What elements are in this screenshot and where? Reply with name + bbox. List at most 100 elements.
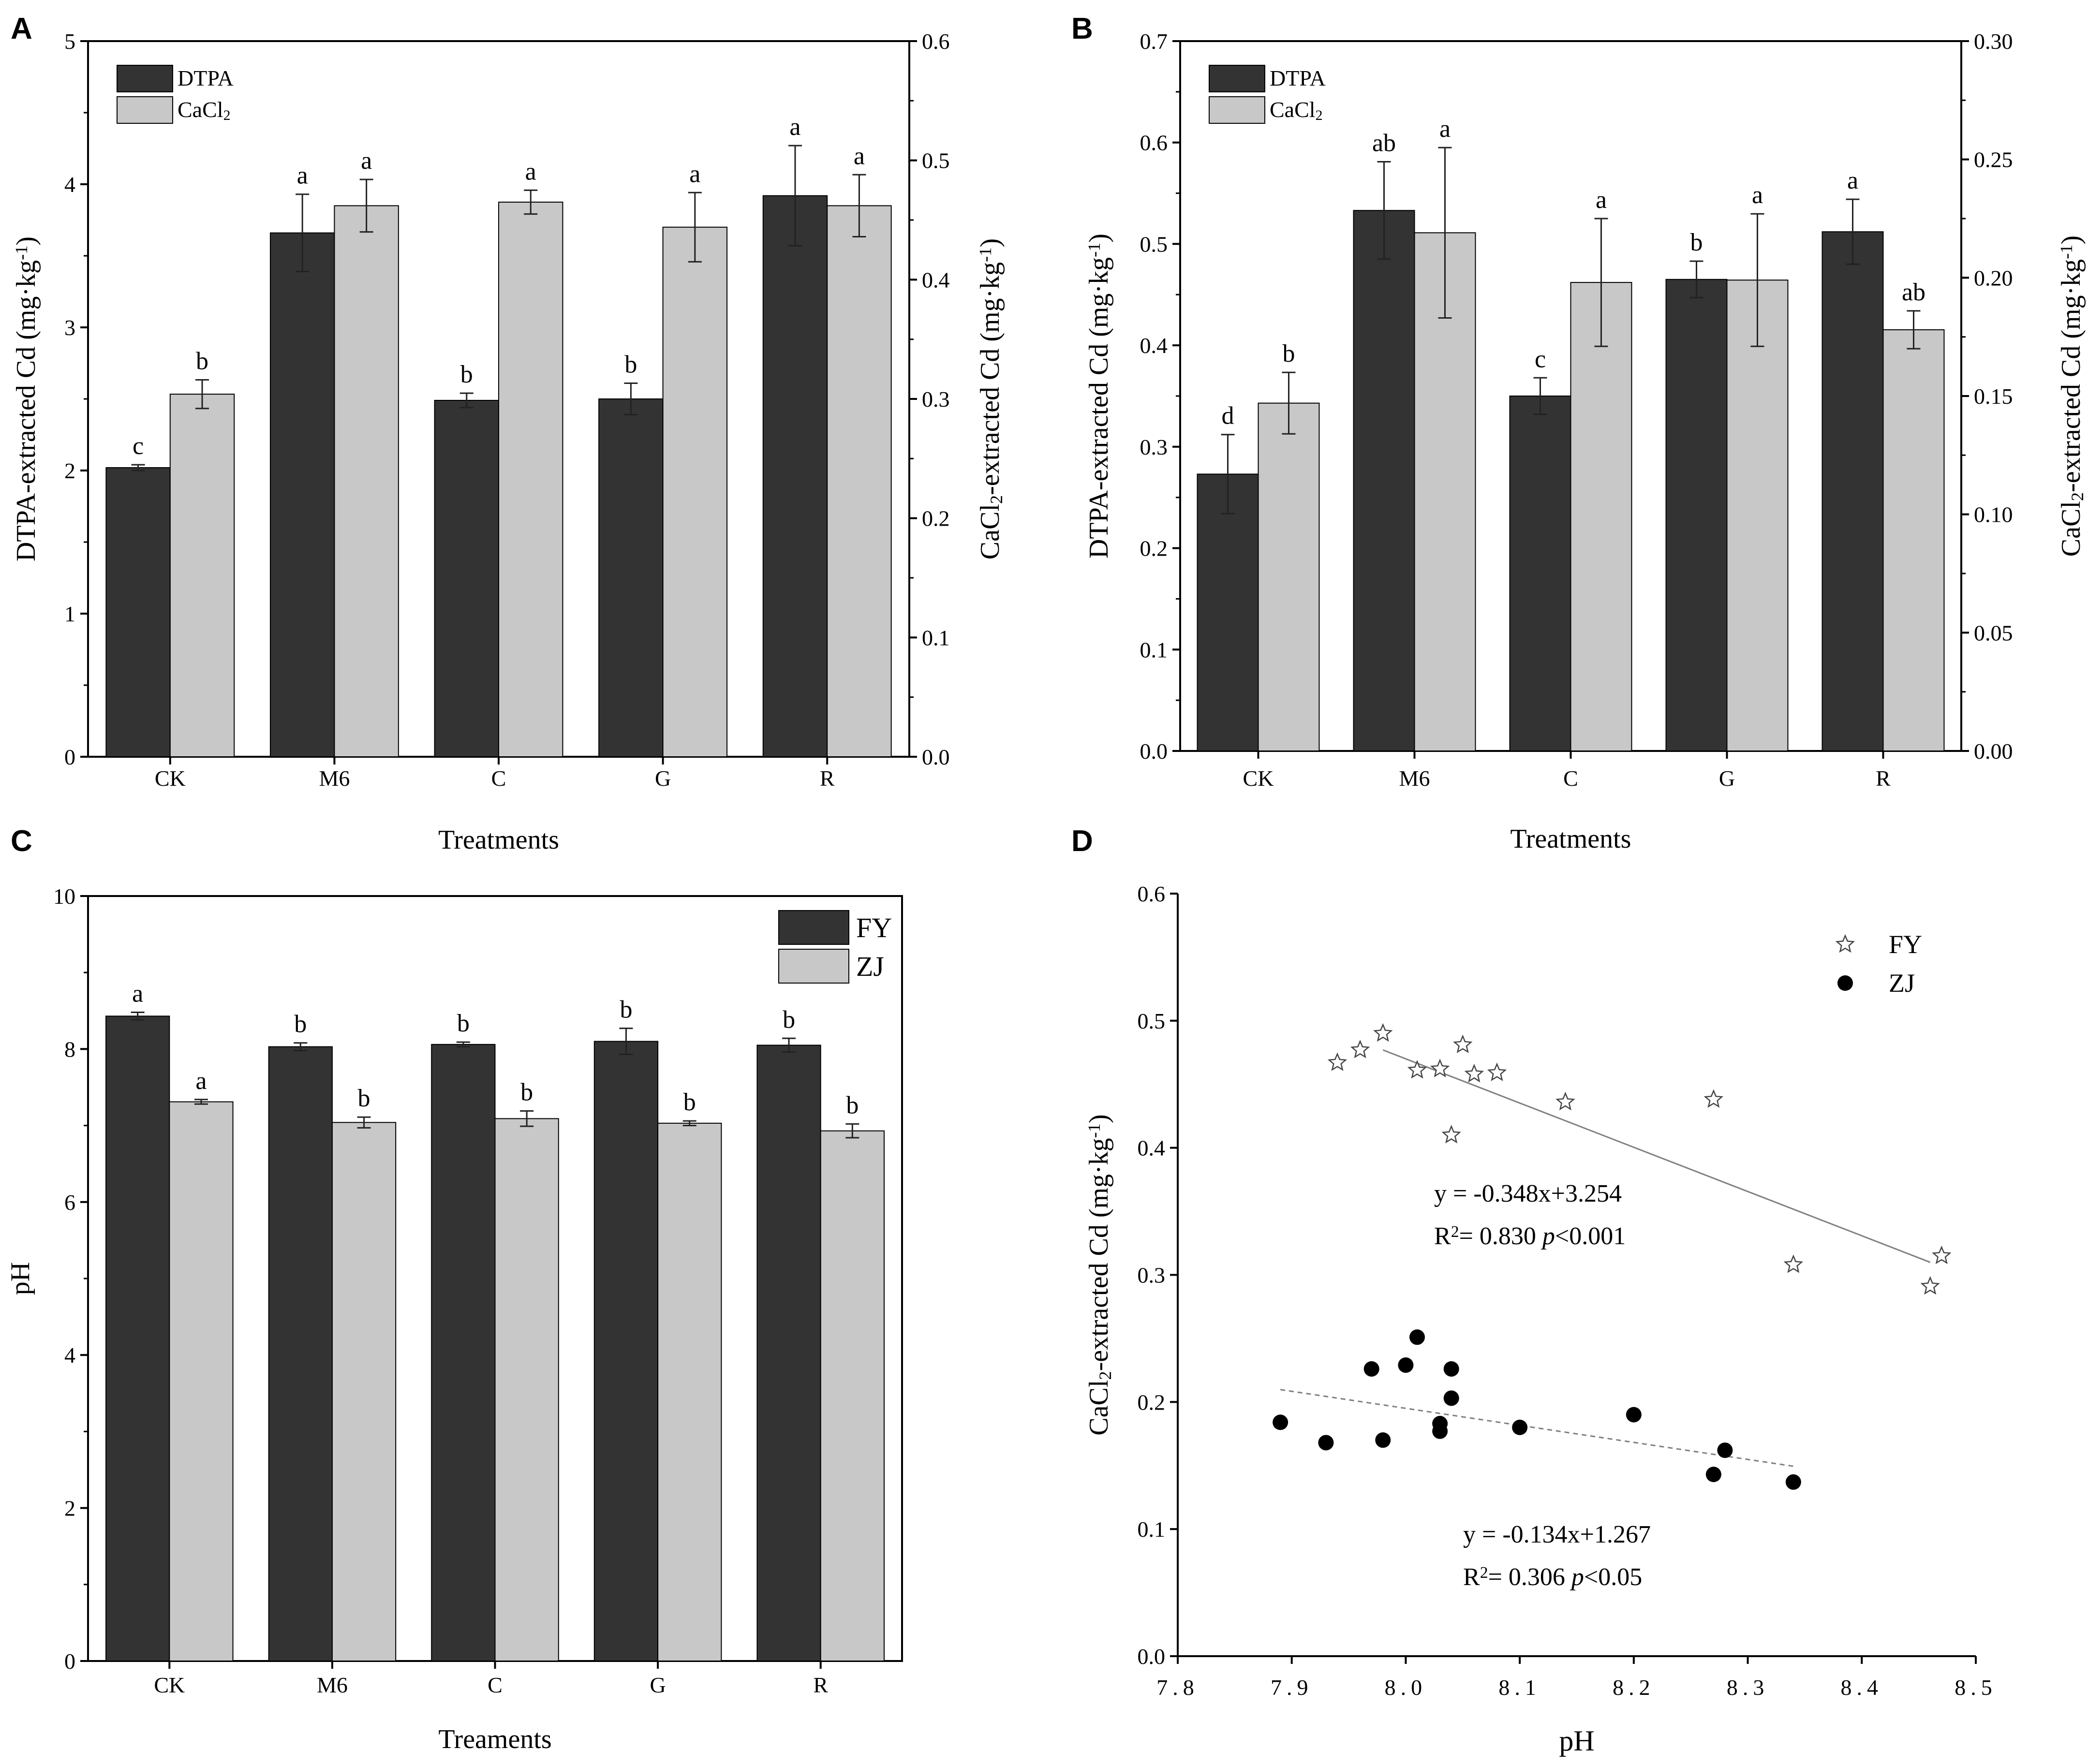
bar-series-1 bbox=[434, 399, 500, 757]
significance-letter: a bbox=[689, 160, 700, 188]
significance-letter: a bbox=[297, 162, 308, 190]
significance-letter: a bbox=[1752, 181, 1763, 209]
bar-series-2 bbox=[498, 202, 563, 757]
label-part: ) bbox=[1084, 234, 1114, 243]
bar-series-1 bbox=[1665, 279, 1728, 751]
x-tick-label: CK bbox=[155, 766, 186, 791]
bar-series-2 bbox=[1258, 402, 1320, 751]
p-symbol: p bbox=[1570, 1563, 1584, 1591]
x-tick-label: C bbox=[1563, 766, 1578, 791]
significance-letter: a bbox=[1847, 167, 1858, 194]
legend-swatch bbox=[1209, 65, 1265, 92]
x-tick-label: CK bbox=[154, 1673, 185, 1697]
bar-series-1 bbox=[1197, 473, 1259, 751]
panel-c: C 0 2 4 6 8 10 CK a a M6 b b Cb b Gb b Rb b Treaments pH FY ZJ bbox=[5, 824, 903, 1754]
significance-letter: a bbox=[525, 158, 536, 185]
legend-label: DTPA bbox=[1270, 66, 1326, 90]
legend-label: CaCl2 bbox=[178, 97, 231, 123]
x-tick-label: R bbox=[813, 1673, 828, 1697]
x-tick-label: CK bbox=[1243, 766, 1274, 791]
label-part: ) bbox=[1084, 1114, 1114, 1123]
x-tick-label: M6 bbox=[317, 1673, 348, 1697]
y-tick-label: 0.1 bbox=[1140, 637, 1168, 662]
bar-series-1 bbox=[1509, 396, 1571, 751]
y2-tick-label: 0.1 bbox=[922, 625, 950, 650]
bar-series-1 bbox=[105, 1015, 170, 1661]
panel-a: A 0 1 2 3 4 5 0.0 0.1 0.2 0.3 0.4 0.5 0.6 CK c b M6 a a Cb a G… bbox=[11, 12, 1006, 855]
y-tick-label: 2 bbox=[64, 1496, 75, 1521]
point-zj bbox=[1443, 1361, 1459, 1377]
y-tick-label: 0.4 bbox=[1140, 333, 1168, 358]
point-zj bbox=[1375, 1432, 1391, 1448]
x-tick-label: 8.4 bbox=[1841, 1675, 1883, 1700]
y-tick-label: 5 bbox=[64, 29, 75, 54]
bar-series-1 bbox=[756, 1044, 821, 1661]
significance-letter: b bbox=[624, 351, 637, 378]
y-axis-title: DTPA-extracted Cd (mg·kg-1) bbox=[1084, 234, 1114, 559]
label-part: -extracted Cd (mg·kg bbox=[975, 262, 1005, 495]
panel-label: C bbox=[11, 824, 32, 858]
label-part: pH bbox=[5, 1262, 35, 1295]
p-value: <0.05 bbox=[1584, 1563, 1642, 1591]
point-fy bbox=[1441, 1125, 1461, 1144]
x-tick-label: 8.5 bbox=[1955, 1675, 1997, 1700]
label-part: CaCl bbox=[1084, 1380, 1114, 1436]
bar-series-2 bbox=[1414, 232, 1476, 751]
point-fy bbox=[1920, 1276, 1940, 1295]
point-zj bbox=[1318, 1435, 1334, 1451]
point-zj bbox=[1443, 1390, 1459, 1406]
y-tick-label: 0 bbox=[64, 745, 75, 769]
y-tick-label: 0.6 bbox=[1140, 131, 1168, 155]
x-tick-label: 8.2 bbox=[1613, 1675, 1655, 1700]
y-tick-label: 0.3 bbox=[1138, 1263, 1166, 1288]
x-tick-label: G bbox=[650, 1673, 666, 1697]
y-tick-label: 0.6 bbox=[1138, 882, 1166, 906]
bar-series-1 bbox=[762, 195, 828, 757]
p-symbol: p bbox=[1540, 1222, 1555, 1250]
significance-letter: b bbox=[783, 1006, 795, 1033]
significance-letter: b bbox=[460, 361, 473, 388]
y2-tick-label: 0.10 bbox=[1974, 502, 2013, 527]
bar-series-1 bbox=[1821, 231, 1884, 752]
bar-series-2 bbox=[1882, 329, 1945, 751]
point-fy bbox=[1464, 1063, 1484, 1083]
point-zj bbox=[1273, 1414, 1288, 1430]
panel-label: D bbox=[1071, 824, 1093, 858]
x-tick-label: C bbox=[491, 766, 506, 791]
point-fy bbox=[1453, 1034, 1473, 1053]
label-sup: 1 bbox=[2057, 244, 2076, 253]
y-tick-label: 0.1 bbox=[1138, 1517, 1166, 1542]
legend-label: ZJ bbox=[1889, 969, 1915, 998]
legend-swatch bbox=[778, 910, 849, 945]
point-fy bbox=[1327, 1052, 1348, 1071]
bar-series-2 bbox=[169, 1101, 234, 1662]
label-sup: - bbox=[12, 254, 31, 260]
significance-letter: c bbox=[133, 432, 144, 460]
y2-tick-label: 0.6 bbox=[922, 29, 950, 54]
y-tick-label: 0.5 bbox=[1138, 1009, 1166, 1033]
r2-value: = 0.306 bbox=[1488, 1563, 1571, 1591]
x-tick-label: 8.0 bbox=[1385, 1675, 1427, 1700]
label-part: CaCl bbox=[178, 97, 223, 122]
label-part: ) bbox=[11, 236, 41, 246]
bar-series-2 bbox=[1570, 282, 1632, 751]
point-zj bbox=[1409, 1329, 1425, 1345]
label-sub: 2 bbox=[1316, 107, 1323, 123]
point-zj bbox=[1432, 1423, 1448, 1439]
y-tick-label: 0.7 bbox=[1140, 29, 1168, 54]
point-zj bbox=[1363, 1361, 1379, 1377]
bar-series-1 bbox=[431, 1044, 496, 1661]
legend-label: FY bbox=[856, 912, 892, 943]
equation-zj: y = -0.134x+1.267 bbox=[1463, 1521, 1651, 1548]
y-axis-title: pH bbox=[5, 1262, 35, 1295]
point-fy bbox=[1703, 1089, 1724, 1108]
fit-line-fy bbox=[1382, 1049, 1931, 1263]
label-sup: 1 bbox=[1084, 1123, 1104, 1132]
x-tick-label: 7.8 bbox=[1156, 1675, 1199, 1700]
bar-series-2 bbox=[662, 226, 728, 757]
y-tick-label: 4 bbox=[64, 1343, 75, 1367]
bar-series-1 bbox=[105, 467, 171, 757]
label-sup: 1 bbox=[12, 246, 31, 254]
x-tick-label: M6 bbox=[319, 766, 350, 791]
y2-axis-title: CaCl2-extracted Cd (mg·kg-1) bbox=[2056, 235, 2087, 557]
